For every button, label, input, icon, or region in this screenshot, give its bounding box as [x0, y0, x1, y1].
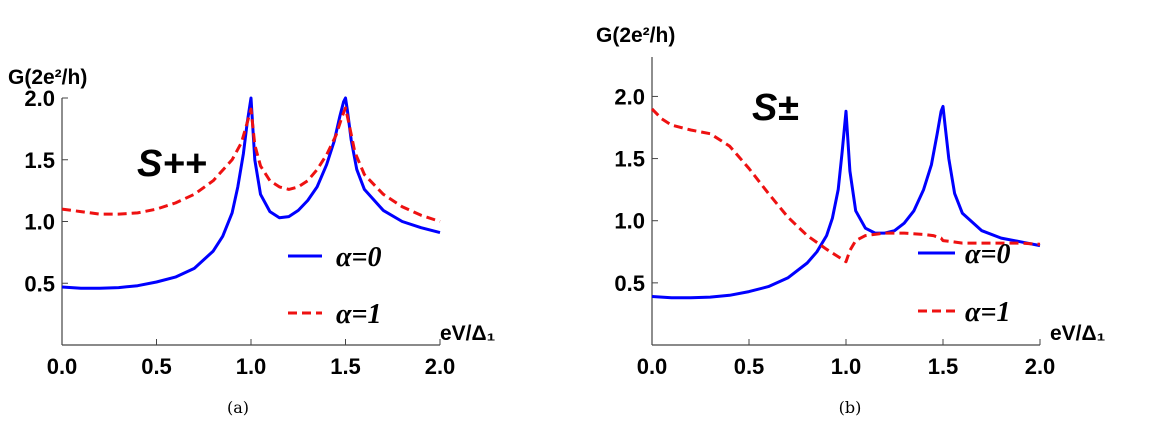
- x-ticks: 0.0 0.5 1.0 1.5 2.0: [637, 339, 1056, 379]
- x-axis-label: eV/Δ₁: [1050, 322, 1105, 345]
- series-line-0: [651, 104, 1041, 300]
- legend-label-alpha-1: α=1: [965, 297, 1010, 328]
- y-tick-label: 1.5: [614, 147, 645, 172]
- x-tick-label: 2.0: [1025, 354, 1056, 379]
- y-tick-label: 1.5: [24, 148, 55, 173]
- y-tick-label: 2.0: [24, 86, 55, 111]
- x-tick-label: 0.0: [47, 354, 78, 379]
- y-tick-label: 0.5: [614, 271, 645, 296]
- series-line-1: [61, 106, 441, 223]
- y-ticks: 0.5 1.0 1.5 2.0: [24, 86, 68, 296]
- caption: (a): [227, 398, 249, 417]
- x-ticks: 0.0 0.5 1.0 1.5 2.0: [47, 339, 456, 379]
- x-tick-label: 0.0: [637, 354, 668, 379]
- y-tick-label: 2.0: [614, 84, 645, 109]
- annotation-s-plus-minus: S±: [752, 87, 798, 129]
- series-line-1: [650, 107, 1041, 264]
- x-tick-label: 1.0: [236, 354, 267, 379]
- plot-lines: [61, 96, 441, 290]
- x-tick-label: 0.5: [141, 354, 172, 379]
- plot-lines: [650, 104, 1041, 300]
- legend-label-alpha-0: α=0: [965, 239, 1010, 270]
- panel-b: 0.5 1.0 1.5 2.0 0.0 0.5 1.0 1.5 2.0 G(2e²/h) eV…: [596, 24, 1105, 417]
- panel-a: 0.5 1.0 1.5 2.0 0.0 0.5 1.0 1.5 2.0 G(2e²/h) eV…: [8, 66, 495, 417]
- y-tick-label: 0.5: [24, 271, 55, 296]
- legend-label-alpha-0: α=0: [336, 242, 381, 273]
- x-tick-label: 1.0: [831, 354, 862, 379]
- legend-label-alpha-1: α=1: [336, 299, 381, 330]
- y-tick-label: 1.0: [614, 209, 645, 234]
- caption: (b): [839, 398, 862, 417]
- y-axis-label: G(2e²/h): [596, 24, 675, 47]
- x-tick-label: 1.5: [330, 354, 361, 379]
- y-ticks: 0.5 1.0 1.5 2.0: [614, 84, 658, 296]
- y-axis-label: G(2e²/h): [8, 66, 87, 89]
- x-tick-label: 2.0: [425, 354, 456, 379]
- x-tick-label: 0.5: [734, 354, 765, 379]
- x-axis-label: eV/Δ₁: [440, 322, 495, 345]
- y-tick-label: 1.0: [24, 210, 55, 235]
- x-tick-label: 1.5: [928, 354, 959, 379]
- annotation-s-plus-plus: S++: [137, 143, 207, 185]
